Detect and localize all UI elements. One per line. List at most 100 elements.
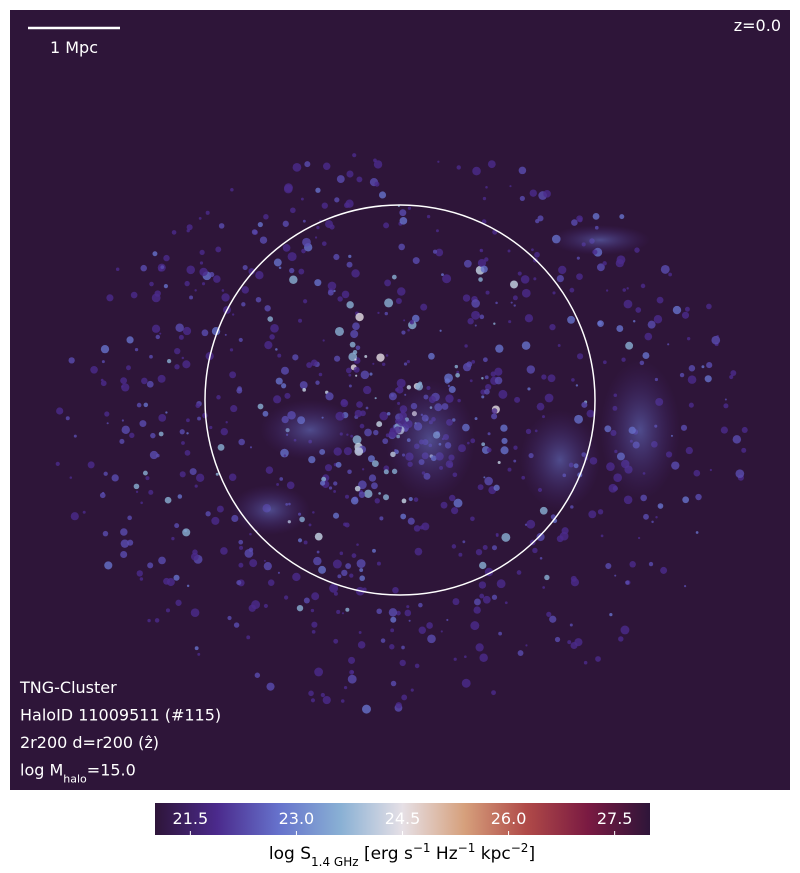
emission-blob [510, 280, 518, 289]
emission-blob [408, 497, 413, 502]
emission-blob [487, 432, 491, 436]
emission-blob [215, 246, 222, 253]
emission-blob [451, 507, 459, 515]
emission-blob [720, 426, 728, 434]
emission-blob [175, 323, 184, 332]
emission-blob [684, 306, 690, 312]
info-text-part: TNG-Cluster [19, 678, 117, 697]
emission-blob [527, 387, 531, 391]
emission-blob [418, 626, 426, 634]
info-text-part: 2r200 d=r200 (ẑ) [20, 733, 159, 752]
emission-blob [171, 230, 177, 235]
emission-blob [359, 568, 364, 572]
emission-blob [574, 638, 583, 647]
emission-blob [195, 473, 205, 483]
emission-blob [730, 370, 737, 376]
emission-blob [215, 472, 219, 476]
emission-blob [458, 552, 463, 557]
emission-blob [407, 517, 415, 525]
emission-blob [311, 629, 316, 634]
emission-blob [496, 579, 506, 589]
emission-blob [384, 279, 392, 287]
emission-blob [246, 635, 251, 640]
emission-blob [377, 311, 380, 315]
emission-blob [358, 491, 366, 498]
emission-blob [174, 347, 181, 355]
emission-blob [158, 431, 164, 437]
info-text-part: =15.0 [87, 761, 136, 780]
emission-blob [140, 264, 147, 272]
emission-blob [526, 365, 536, 374]
emission-blob [647, 320, 656, 329]
emission-blob [371, 482, 378, 490]
emission-blob [273, 258, 282, 267]
emission-blob [355, 374, 358, 377]
colorbar-label-part: −2 [511, 841, 529, 855]
emission-blob [324, 464, 333, 472]
emission-blob [418, 602, 423, 608]
emission-blob [218, 223, 225, 229]
emission-blob [327, 281, 337, 291]
emission-blob [588, 510, 597, 519]
emission-blob [687, 375, 697, 384]
emission-blob [668, 272, 673, 277]
emission-blob [165, 608, 171, 613]
emission-blob [181, 356, 185, 360]
emission-blob [56, 407, 64, 415]
emission-blob [335, 461, 342, 468]
emission-blob [197, 416, 201, 421]
emission-blob [390, 680, 397, 687]
emission-blob [396, 610, 401, 616]
emission-blob [263, 559, 266, 562]
emission-blob [179, 471, 186, 478]
emission-blob [363, 385, 372, 395]
emission-blob [121, 385, 124, 388]
emission-blob [520, 275, 530, 284]
emission-blob [507, 249, 511, 253]
emission-blob [478, 277, 483, 282]
info-line: 2r200 d=r200 (ẑ) [20, 733, 159, 752]
emission-blob [149, 450, 159, 460]
emission-blob [657, 503, 664, 509]
emission-blob [255, 271, 264, 280]
emission-blob [165, 411, 168, 414]
emission-blob [166, 359, 172, 364]
redshift-label: z=0.0 [734, 16, 781, 35]
emission-blob [482, 595, 491, 604]
emission-blob [541, 374, 547, 380]
emission-blob [741, 426, 748, 433]
emission-blob [491, 690, 496, 696]
emission-blob [280, 366, 289, 375]
emission-blob [486, 447, 492, 453]
emission-blob [567, 315, 576, 324]
emission-blob [456, 165, 461, 170]
emission-blob [536, 532, 545, 542]
emission-blob [470, 621, 480, 631]
emission-blob [385, 354, 389, 357]
emission-blob [255, 296, 262, 303]
emission-blob [129, 432, 135, 439]
emission-blob [340, 699, 345, 703]
emission-blob [383, 469, 389, 475]
emission-blob [311, 621, 318, 628]
emission-blob [485, 290, 490, 295]
emission-blob [158, 414, 167, 422]
scale-bar-label: 1 Mpc [50, 38, 98, 57]
emission-blob [479, 653, 488, 663]
emission-blob [576, 215, 583, 222]
emission-blob [65, 416, 70, 421]
emission-blob [493, 322, 496, 325]
emission-blob [282, 244, 291, 252]
emission-blob [190, 552, 199, 561]
colorbar-tick-label: 27.5 [597, 809, 633, 828]
emission-blob [290, 207, 296, 214]
emission-blob [333, 481, 338, 486]
emission-blob [229, 371, 237, 379]
emission-blob [480, 265, 488, 273]
emission-blob [401, 330, 406, 335]
emission-blob [667, 343, 670, 346]
emission-blob [334, 197, 340, 203]
colorbar-label-part: 1.4 GHz [311, 855, 359, 869]
emission-blob [121, 425, 130, 435]
emission-blob [159, 332, 162, 335]
